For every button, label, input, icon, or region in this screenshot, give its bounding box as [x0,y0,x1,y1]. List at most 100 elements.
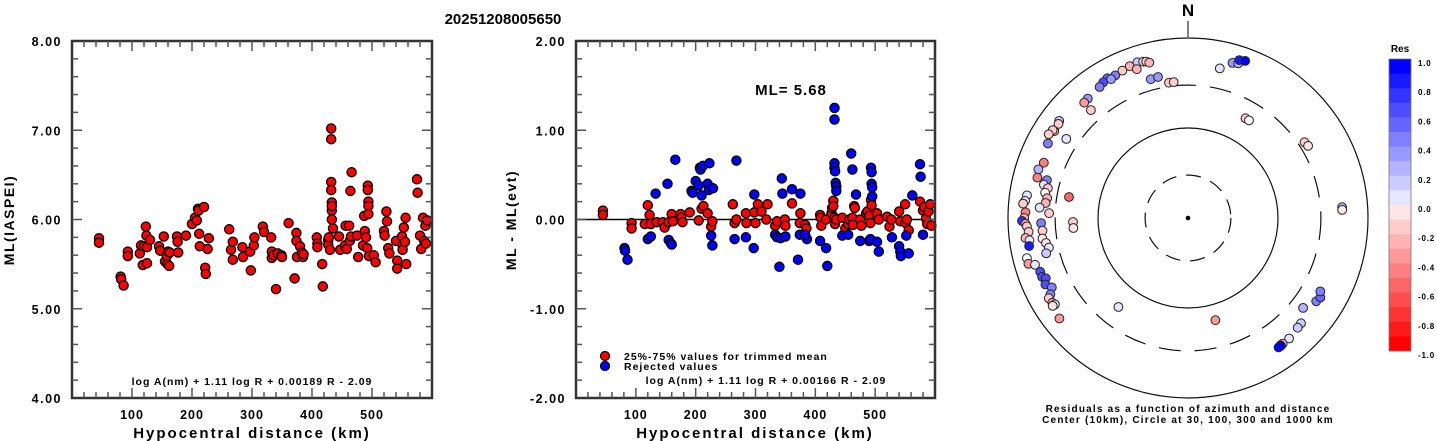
data-point [693,180,704,191]
data-point [866,199,877,211]
data-point [761,214,772,225]
y-tick-label: 6.00 [32,214,62,228]
data-point [381,206,392,217]
data-point [762,199,773,210]
data-point [901,214,913,225]
distance-ring-1000km [1007,37,1369,399]
data-point [741,217,752,229]
data-point [391,263,403,274]
north-label: N [1182,1,1194,20]
data-point [317,281,329,292]
data-point [822,260,833,272]
data-point [237,251,249,263]
data-point [907,190,918,201]
x-tick-label: 100 [120,408,144,422]
y-axis-label: ML - ML(evt) [503,170,519,270]
data-point [829,114,840,125]
station-residual-point [1273,342,1284,353]
ml-annotation: ML= 5.68 [755,82,827,99]
data-point [702,208,713,219]
station-residual-point [1061,134,1072,144]
station-residual-point [1033,164,1044,175]
data-point [740,232,752,243]
data-point [893,206,905,217]
data-point [780,231,791,242]
data-point [203,232,215,244]
station-residual-point [1214,63,1225,74]
colorbar-tick-label: -0.6 [1418,293,1435,302]
colorbar-cell [1389,117,1411,133]
y-tick-label: 4.00 [32,392,62,406]
data-point [740,208,752,219]
x-axis-label: Hypocentral distance (km) [133,425,371,441]
data-point [223,224,235,235]
station-residual-point [1032,172,1043,183]
data-point [325,123,337,134]
colorbar-cell [1389,278,1411,293]
legend-marker-rejected [599,360,611,372]
station-residual-point [1038,157,1049,168]
data-point [704,158,715,169]
colorbar-tick-label: 0.4 [1418,147,1432,156]
data-point [799,229,811,240]
data-point [866,166,877,178]
colorbar-cell [1389,73,1411,89]
data-point [276,251,288,263]
data-point [346,166,357,178]
station-residual-point [1337,205,1348,215]
colorbar-cell [1389,102,1411,118]
x-axis-label: Hypocentral distance (km) [636,425,874,441]
x-tick-label: 300 [744,408,768,422]
data-point [903,248,914,259]
data-point [298,249,309,260]
y-axis-label: ML(IASPEI) [1,175,17,265]
station-residual-point [1064,192,1074,202]
residual-colorbar: Res 1.0 0.8 0.6 0.4 0.2 0.0 -0.2 -0.4 -0.6 -0.8 -1… [1388,44,1435,360]
data-point [172,236,183,248]
colorbar-cell [1389,190,1411,206]
legend-label-trimmed: 25%-75% values for trimmed mean [624,351,828,363]
x-tick-label: 200 [684,408,708,422]
data-point [774,261,785,273]
colorbar-cell [1389,161,1411,177]
data-point [707,240,718,251]
data-point [915,171,926,182]
data-point [901,230,912,241]
formula-annotation: log A(nm) + 1.11 log R + 0.00189 R - 2.0… [132,376,373,388]
data-point [352,251,364,263]
station-residual-point [1043,129,1054,140]
data-point [786,183,798,195]
data-point [917,229,929,240]
data-point [381,216,393,227]
colorbar-cell [1389,175,1411,191]
colorbar-tick-label: -0.2 [1418,234,1435,243]
data-point [842,229,854,240]
data-point [749,189,760,200]
colorbar-tick-label: -1.0 [1418,351,1435,360]
data-point [172,247,184,258]
center-marker [1185,215,1191,221]
station-residual-point [1131,64,1142,75]
data-point [420,238,432,249]
data-point [814,235,826,247]
data-point [899,199,911,210]
plot-frame [70,39,434,400]
data-point [820,242,832,254]
station-residual-point [1315,286,1326,297]
data-point [399,236,411,248]
data-point [707,216,718,227]
data-point [847,164,858,175]
data-point [258,226,270,238]
station-residual-point [1298,303,1308,313]
data-point [619,245,631,256]
data-point [866,182,878,193]
station-residual-point [1024,241,1034,251]
colorbar-cell [1389,219,1411,235]
y-tick-label: 2.00 [536,35,566,49]
data-point [193,228,205,240]
colorbar-tick-label: -0.8 [1418,322,1435,331]
colorbar-cell [1389,321,1411,337]
data-point [191,215,203,226]
data-point [677,216,688,228]
distance-ring-30km [1144,174,1232,262]
